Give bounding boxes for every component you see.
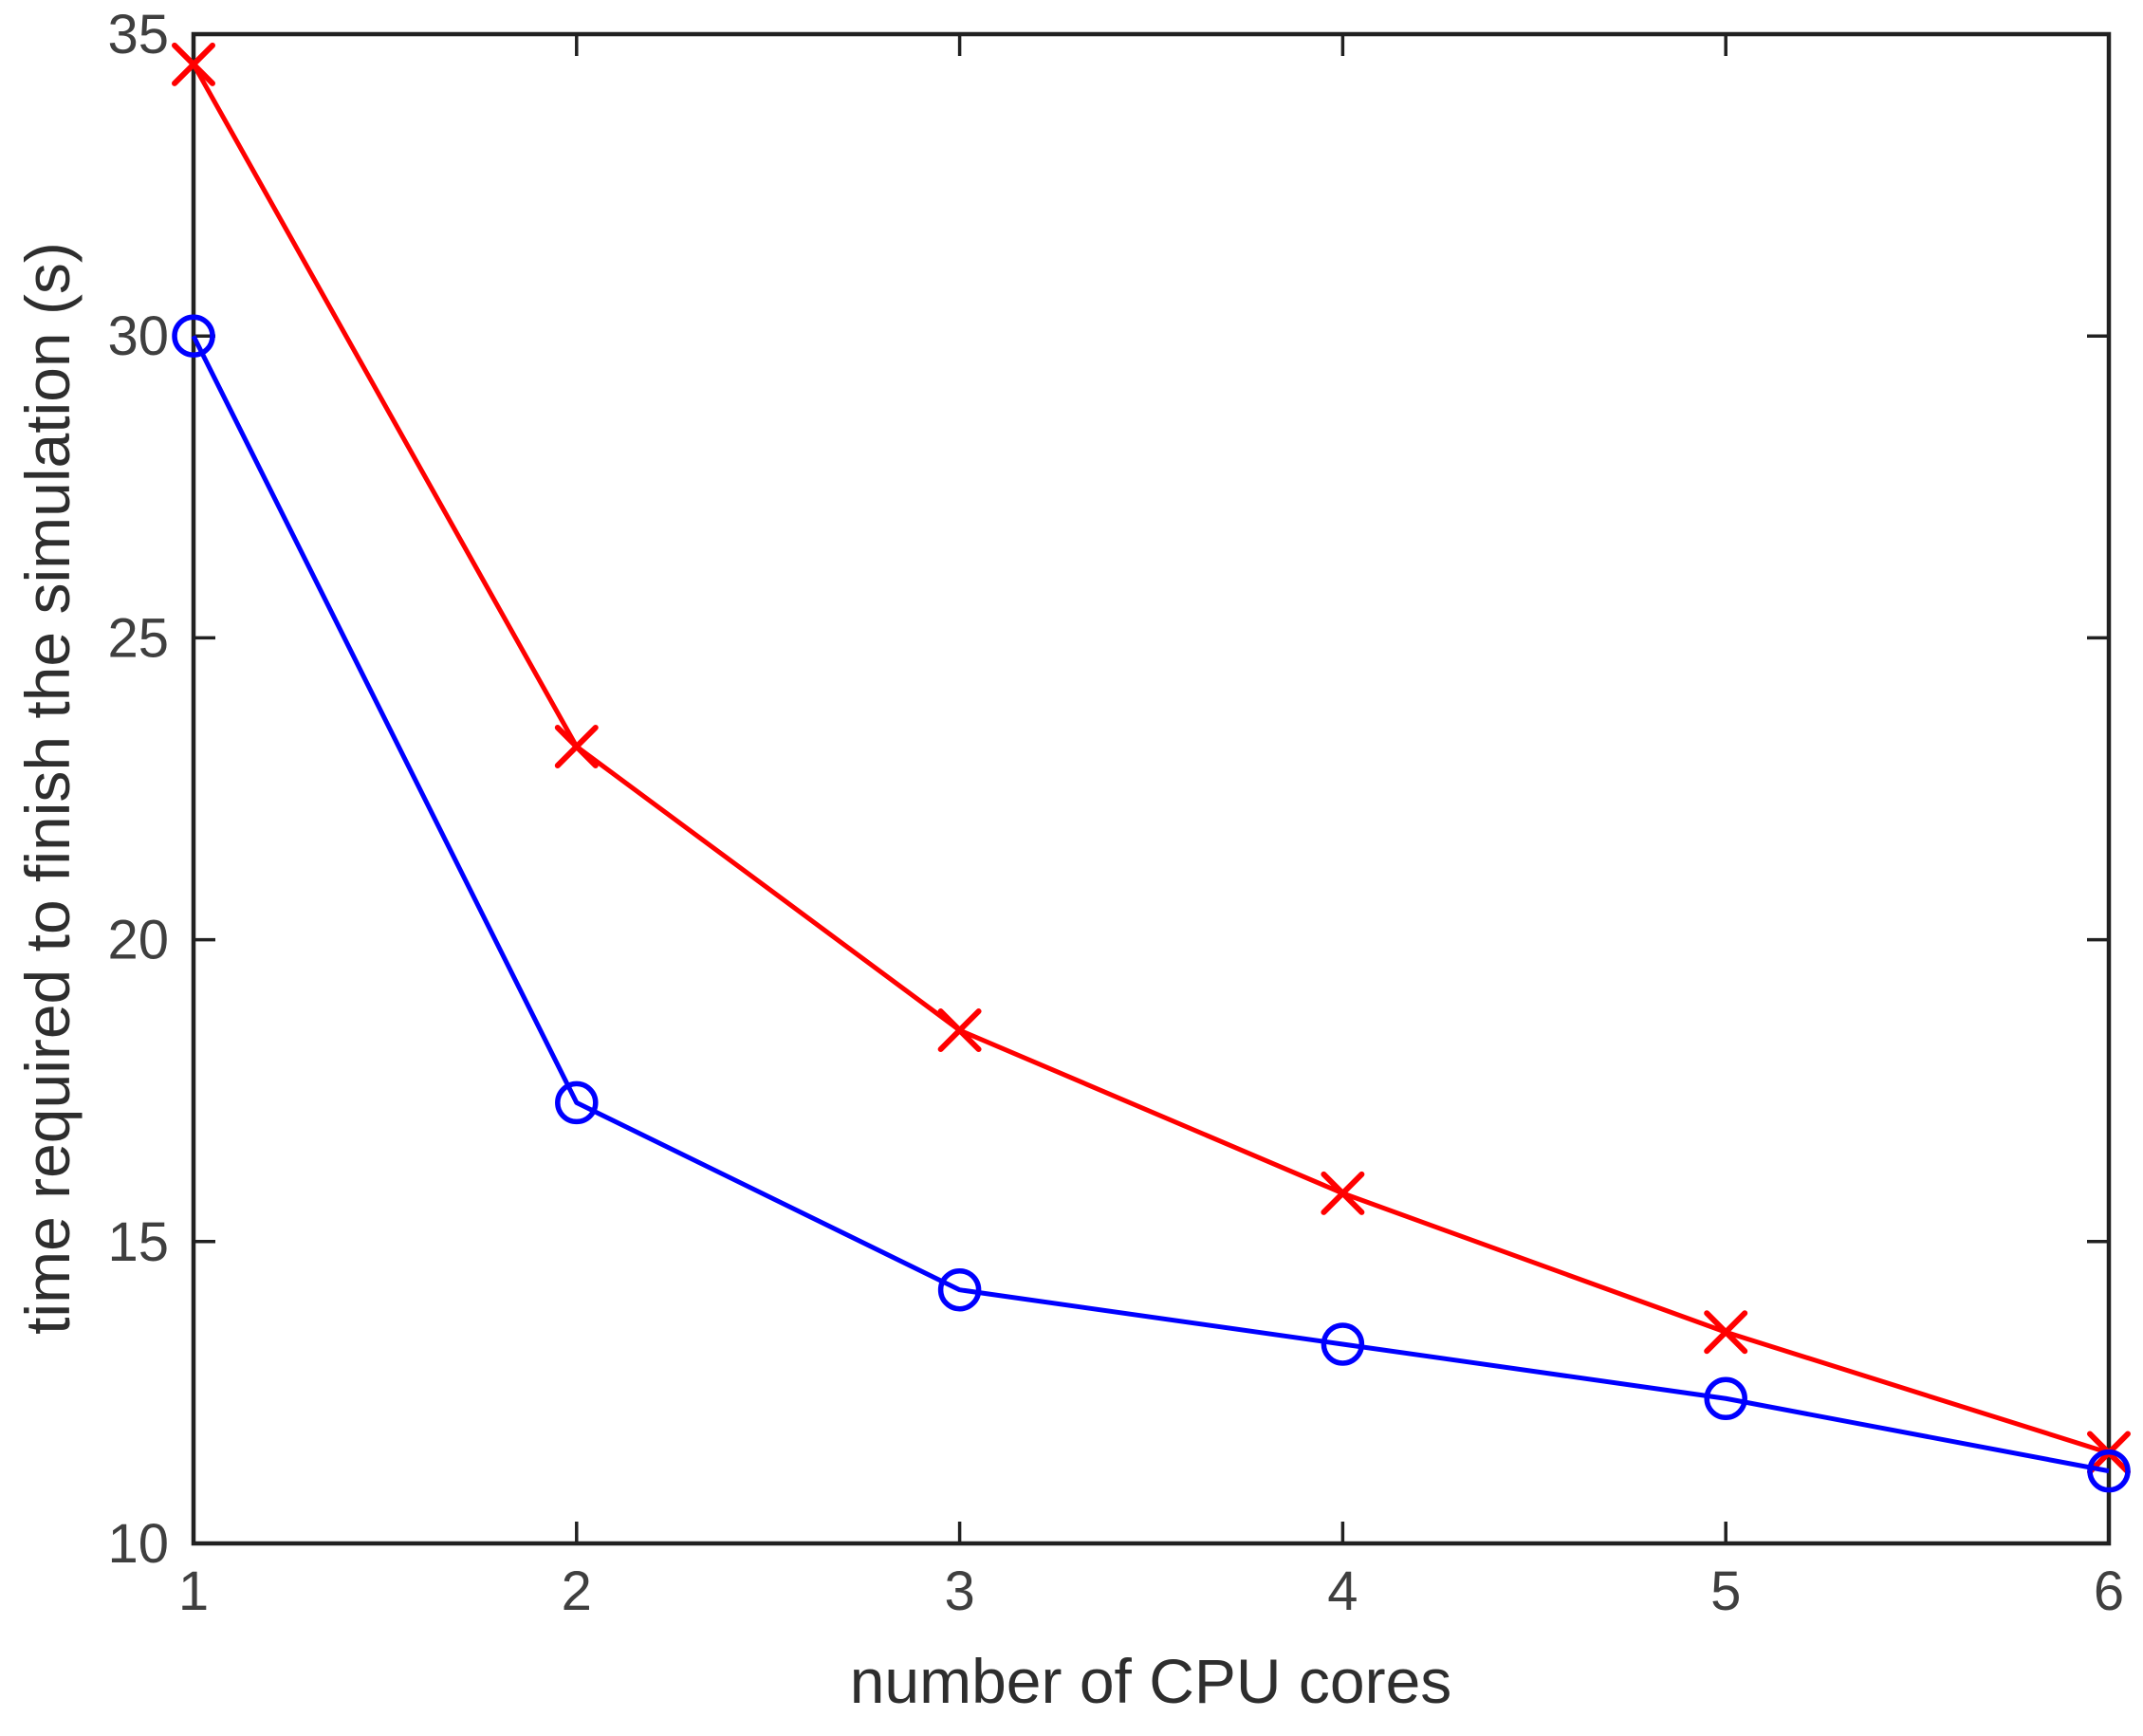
x-marker: [937, 1008, 982, 1053]
x-tick-label: 5: [1710, 1561, 1741, 1622]
circle-marker: [1704, 1376, 1747, 1421]
circle-marker: [555, 1080, 599, 1125]
y-tick-label: 30: [107, 305, 169, 367]
y-tick-label: 25: [107, 607, 169, 669]
x-tick-label: 4: [1327, 1561, 1358, 1622]
x-tick-label: 2: [562, 1561, 592, 1622]
y-tick-label: 10: [107, 1513, 169, 1575]
x-axis-label: number of CPU cores: [849, 1646, 1452, 1716]
x-tick-label: 3: [944, 1561, 974, 1622]
y-axis-label: time required to finish the simulation (…: [12, 242, 83, 1335]
y-tick-label: 35: [107, 4, 169, 65]
x-marker: [554, 724, 599, 768]
blue-circle-series-line: [191, 335, 2110, 1474]
x-marker: [1704, 1310, 1748, 1355]
circle-marker: [2087, 1449, 2131, 1493]
circle-marker: [1321, 1322, 1365, 1366]
circle-marker: [172, 314, 215, 358]
circle-marker: [937, 1267, 982, 1312]
x-marker: [172, 42, 215, 86]
x-marker: [1321, 1171, 1365, 1215]
y-tick-label: 20: [107, 910, 169, 971]
plot-frame: [191, 31, 2112, 1546]
y-tick-label: 15: [107, 1211, 169, 1273]
x-tick-label: 1: [178, 1561, 209, 1622]
red-x-series-line: [191, 63, 2110, 1455]
x-tick-label: 6: [2094, 1561, 2124, 1622]
